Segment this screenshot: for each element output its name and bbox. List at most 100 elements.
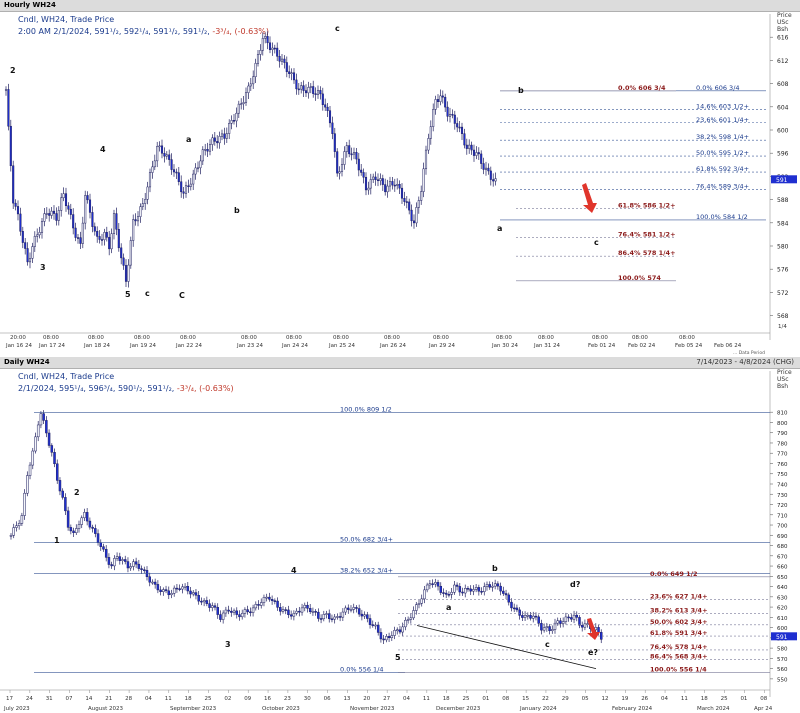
hourly-candle (436, 99, 440, 103)
daily-candle (238, 614, 241, 618)
hourly-wave-label: a (186, 135, 191, 144)
daily-x-day-label: 11 (165, 696, 172, 702)
daily-candle (197, 595, 200, 602)
daily-candle (216, 607, 219, 615)
daily-candle (412, 610, 415, 619)
price-head-line: USc (777, 19, 789, 26)
hourly-y-tick-label: 596 (777, 151, 789, 158)
daily-candle (39, 413, 43, 426)
hourly-candle (201, 149, 204, 162)
daily-candle (94, 528, 97, 534)
daily-candle (586, 623, 589, 625)
hourly-candle (96, 230, 99, 237)
hourly-candle (26, 248, 29, 263)
hourly-candle (374, 176, 377, 180)
hourly-change: -3³/₄, (-0.63%) (212, 27, 270, 36)
daily-candle (295, 610, 298, 614)
daily-candle (325, 613, 328, 615)
hourly-candle (340, 164, 344, 172)
daily-candle (276, 600, 279, 608)
hourly-candle (256, 54, 260, 64)
daily-candle (156, 584, 160, 591)
hourly-candle (410, 209, 413, 222)
hourly-x-date-label: Jan 16 24 (5, 343, 32, 349)
hourly-plot[interactable]: 6166126086046005965925885845805765725680… (0, 0, 800, 356)
daily-candle (175, 587, 179, 590)
daily-candle (599, 632, 603, 640)
hourly-candle (139, 206, 142, 217)
hourly-x-time-label: 08:00 (384, 335, 400, 341)
hourly-y-tick-label: 612 (777, 58, 789, 65)
hourly-candle (160, 145, 164, 154)
daily-candle (298, 610, 301, 613)
daily-candle (398, 629, 402, 633)
hourly-candle (76, 237, 80, 239)
daily-x-day-label: 30 (304, 696, 311, 702)
hourly-candle (463, 133, 466, 146)
daily-candle (183, 586, 187, 588)
hourly-candle (151, 166, 154, 173)
hourly-fib-label: 0.0% 606 3/4 (696, 84, 740, 92)
daily-trend-line (416, 625, 597, 670)
hourly-y-tick-label: 572 (777, 290, 789, 297)
daily-candle (202, 600, 206, 603)
hourly-candle (228, 123, 231, 134)
daily-candle (447, 594, 451, 596)
daily-x-day-label: 11 (681, 696, 688, 702)
hourly-x-date-label: Jan 23 24 (236, 343, 263, 349)
hourly-fib-label: 38.2% 598 1/4+ (696, 133, 749, 141)
hourly-candle (456, 123, 459, 128)
daily-candle (126, 561, 130, 569)
hourly-wave-label: C (179, 291, 185, 300)
daily-x-day-label: 23 (284, 696, 291, 702)
daily-x-day-label: 25 (721, 696, 728, 702)
daily-candle (570, 617, 573, 620)
hourly-candle (278, 56, 281, 62)
hourly-ohlc: 2:00 AM 2/1/2024, 591¹/₂, 592¹/₄, 591¹/₂… (18, 27, 210, 36)
hourly-wave-label: 2 (10, 66, 16, 75)
hourly-candle (477, 152, 480, 155)
daily-candle (143, 569, 146, 571)
daily-x-month-label: July 2023 (3, 706, 30, 712)
hourly-y-tick-label: 616 (777, 35, 789, 42)
hourly-x-date-label: Jan 30 24 (491, 343, 518, 349)
daily-plot[interactable]: 810 800 790 780 770 760 750 740 730 720 710 700 690 6… (0, 357, 800, 713)
hourly-down-arrow (582, 183, 597, 213)
daily-header-line2: 2/1/2024, 595¹/₄, 596³/₄, 590¹/₂, 591¹/₂… (18, 384, 234, 393)
daily-candle (115, 556, 119, 559)
hourly-candle (79, 237, 82, 244)
daily-x-day-label: 01 (740, 696, 747, 702)
daily-candle (104, 548, 108, 558)
daily-x-day-label: 18 (185, 696, 192, 702)
hourly-candle (268, 42, 272, 50)
hourly-y-tick-label: 600 (777, 128, 789, 135)
daily-candle (265, 596, 268, 599)
daily-candle (9, 535, 13, 537)
hourly-candle (40, 221, 44, 233)
daily-candle (330, 618, 334, 621)
hourly-candle (242, 102, 245, 104)
daily-candle (534, 615, 538, 618)
hourly-x-time-label: 08:00 (592, 335, 608, 341)
daily-candle (542, 627, 546, 631)
hourly-candle (453, 114, 456, 124)
hourly-candle (16, 206, 20, 215)
hourly-candle (232, 120, 236, 122)
hourly-candle (372, 176, 375, 180)
hourly-candle (216, 141, 219, 144)
hourly-candle (148, 172, 152, 188)
hourly-candle (412, 220, 416, 224)
hourly-candle (309, 86, 312, 88)
daily-candle (458, 586, 462, 593)
hourly-header-line2: 2:00 AM 2/1/2024, 591¹/₂, 592¹/₄, 591¹/₂… (18, 27, 269, 36)
daily-x-day-label: 16 (264, 696, 271, 702)
hourly-x-date-label: Jan 17 24 (38, 343, 65, 349)
hourly-chart-pane[interactable]: Hourly WH24 Cndl, WH24, Trade Price 2:00… (0, 0, 800, 356)
hourly-x-date-label: Jan 31 24 (533, 343, 560, 349)
daily-candle (42, 413, 45, 421)
hourly-candle (300, 85, 303, 90)
daily-candle (151, 581, 154, 584)
daily-chart-pane[interactable]: Daily WH24 7/14/2023 - 4/8/2024 (CHG) Cn… (0, 357, 800, 713)
hourly-candle (360, 169, 363, 173)
hourly-candle (271, 47, 274, 50)
